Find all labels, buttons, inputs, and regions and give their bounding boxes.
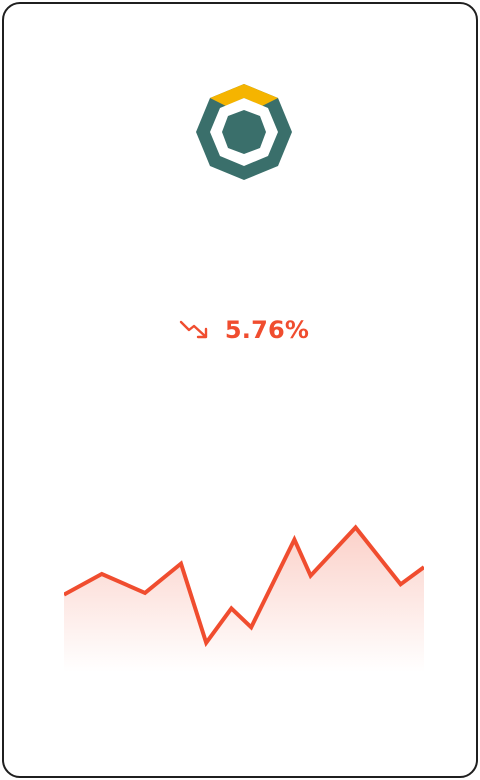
sparkline-chart [64,524,424,672]
komodo-logo-icon [196,84,292,180]
logo-core [222,110,266,154]
trend-down-arrow-icon [179,320,208,339]
logo-accent-cap [210,84,278,106]
sparkline-area [64,527,424,672]
price-change: 5.76% [4,310,480,350]
change-percent: 5.76% [224,316,310,344]
sparkline-line [64,524,424,648]
